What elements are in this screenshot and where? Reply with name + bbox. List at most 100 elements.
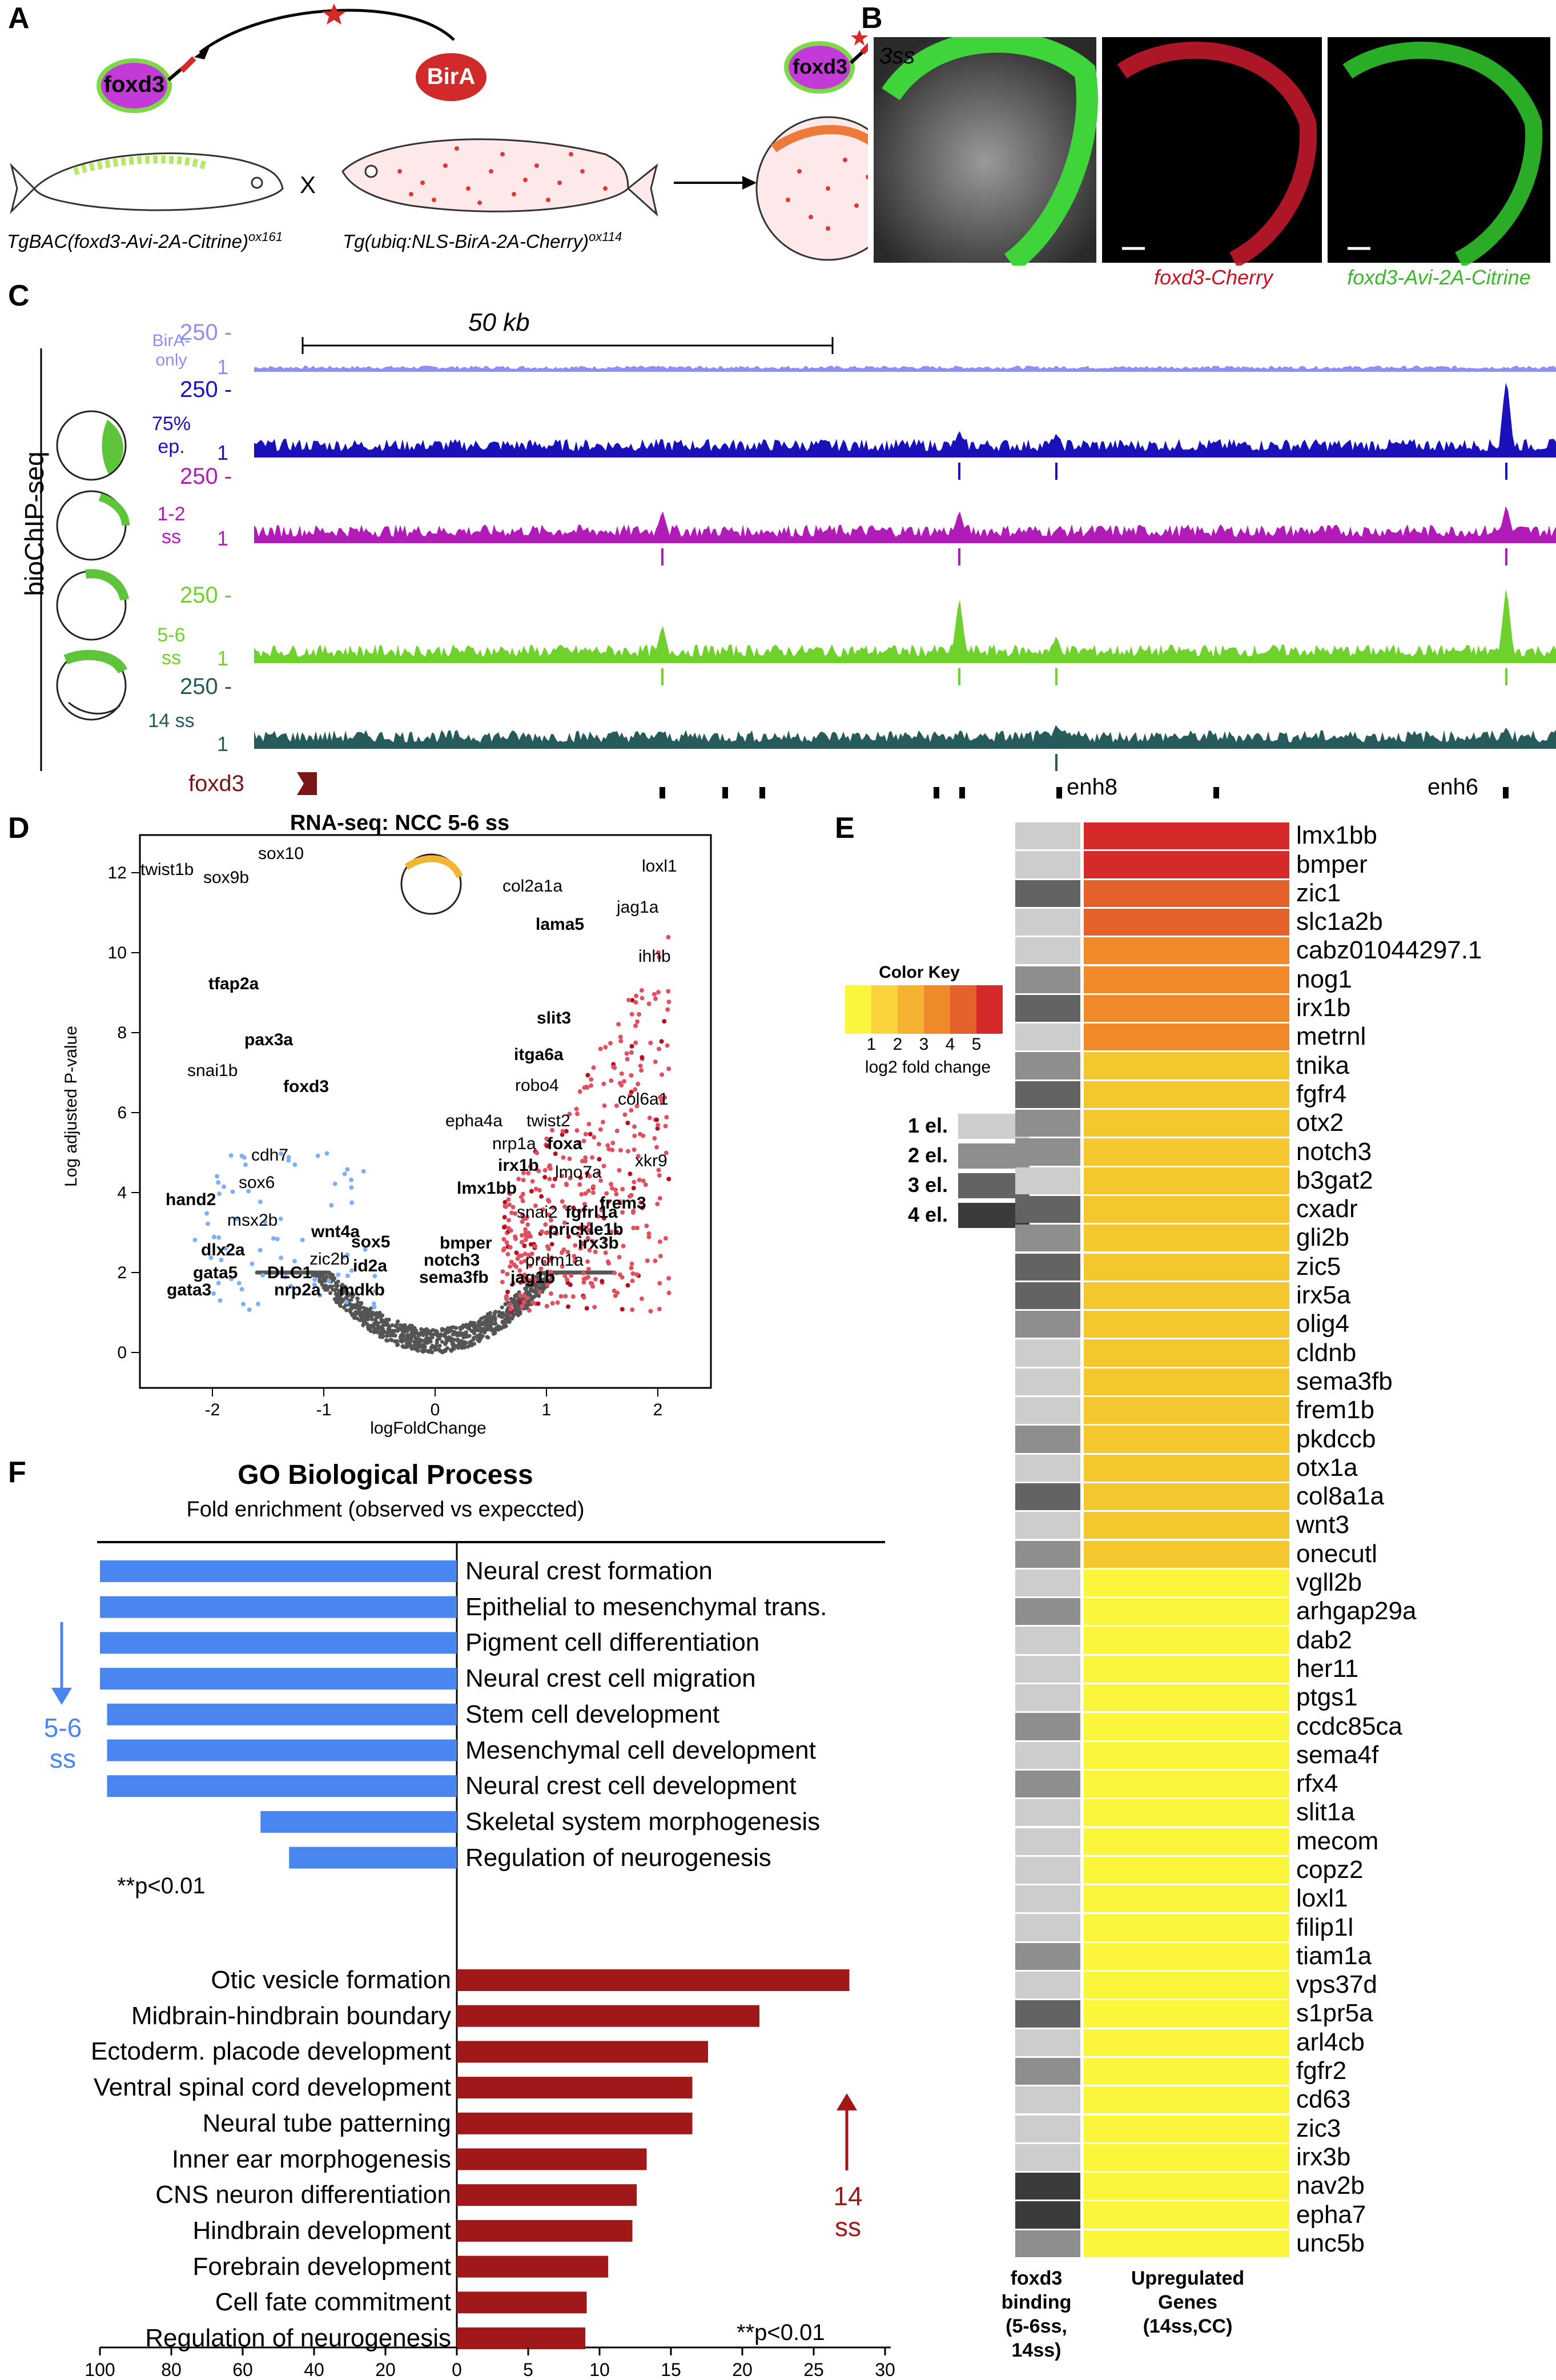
up-gene-point	[520, 1191, 525, 1197]
up-gene-point	[660, 1097, 665, 1102]
up-gene-point	[640, 996, 645, 1001]
up-gene-point	[533, 1243, 538, 1249]
up-gene-point	[634, 1103, 640, 1109]
up-gene-point	[639, 988, 644, 993]
up-gene-point	[542, 1259, 547, 1265]
gene-point	[324, 1274, 329, 1279]
gene-point	[357, 1309, 361, 1313]
up-gene-point	[568, 1282, 573, 1287]
down-gene-point	[258, 1199, 263, 1205]
up-gene-label: robo4	[515, 1076, 559, 1095]
up-gene-point	[589, 1083, 594, 1088]
up-gene-point	[586, 1266, 591, 1271]
up-gene-point	[617, 1272, 622, 1277]
stage-label: 3ss	[879, 43, 915, 69]
down-gene-point	[286, 1155, 291, 1160]
gene-point	[440, 1328, 444, 1333]
gene-point	[480, 1334, 485, 1338]
up-gene-point	[590, 1190, 596, 1195]
heatmap-gene-label: irx3b	[1296, 2142, 1351, 2171]
gene-point	[562, 1270, 567, 1275]
gene-point	[409, 1331, 414, 1336]
gene-point	[257, 1270, 262, 1275]
up-gene-point	[545, 1230, 550, 1235]
gene-point	[319, 1273, 323, 1277]
element-legend-label: 1 el.	[907, 1114, 948, 1137]
up-gene-point	[507, 1191, 512, 1197]
up-gene-point	[632, 1124, 637, 1129]
up-gene-point	[567, 1111, 572, 1117]
fold-cell	[1084, 1339, 1289, 1367]
binding-cell	[1015, 1856, 1080, 1884]
y-tick-label: 0	[117, 1343, 127, 1362]
up-gene-point	[550, 1127, 555, 1133]
up-gene-point	[501, 1247, 506, 1253]
gene-point	[361, 1318, 366, 1322]
go-left-tick-label: 0	[452, 2359, 462, 2380]
up-gene-point	[622, 1112, 628, 1117]
up-gene-point	[521, 1170, 526, 1175]
heatmap-gene-label: her11	[1296, 1654, 1359, 1683]
fold-cell	[1084, 1799, 1289, 1827]
binding-cell	[1015, 1282, 1080, 1310]
cross-symbol: X	[300, 171, 316, 198]
heatmap-gene-label: arhgap29a	[1296, 1597, 1417, 1626]
go-up-term: CNS neuron differentiation	[155, 2181, 451, 2209]
gene-point	[472, 1325, 476, 1329]
up-gene-point	[530, 1300, 535, 1305]
element-marker	[660, 787, 665, 798]
up-gene-point	[637, 1012, 642, 1017]
up-gene-point	[501, 1225, 506, 1230]
binding-cell	[1015, 1828, 1080, 1855]
down-gene-point	[373, 1289, 378, 1294]
line2-name: Tg(ubiq:NLS-BirA-2A-Cherry)	[343, 231, 589, 252]
gene-point	[462, 1340, 467, 1344]
down-gene-point	[223, 1246, 228, 1251]
go-down-bar	[107, 1775, 457, 1797]
up-gene-point	[559, 1250, 564, 1255]
fold-cell	[1084, 2000, 1289, 2028]
down-gene-label: sox10	[258, 844, 304, 863]
up-gene-point	[656, 1122, 661, 1127]
down-gene-point	[363, 1247, 368, 1252]
color-key-label: log2 fold change	[865, 1058, 991, 1077]
heatmap-gene-label: ccdc85ca	[1296, 1712, 1402, 1740]
go-down-bar	[289, 1847, 457, 1869]
up-gene-point	[562, 1273, 568, 1278]
gene-point	[399, 1327, 403, 1331]
y-tick-label: 10	[108, 944, 127, 962]
up-gene-point	[585, 1073, 590, 1078]
heatmap-gene-label: zic1	[1296, 878, 1341, 907]
go-up-bar	[457, 2184, 637, 2206]
gene-point	[336, 1292, 340, 1297]
panel-d-label: D	[8, 812, 30, 845]
up-gene-point	[648, 1041, 653, 1046]
up-gene-point	[566, 1304, 571, 1309]
up-gene-point	[563, 1294, 568, 1299]
up-gene-point	[528, 1234, 533, 1239]
up-gene-point	[533, 1186, 538, 1191]
y-tick-label: 12	[108, 864, 127, 882]
up-gene-point	[526, 1171, 531, 1176]
gene-point	[357, 1304, 361, 1309]
up-gene-point	[538, 1266, 544, 1271]
down-gene-point	[288, 1283, 293, 1289]
up-gene-point	[592, 1305, 597, 1310]
up-gene-point	[614, 1191, 619, 1197]
down-gene-label: sox5	[351, 1233, 391, 1251]
binding-cell	[1015, 1110, 1080, 1137]
gene-point	[333, 1288, 337, 1293]
go-down-bar	[107, 1739, 457, 1761]
gene-point	[418, 1343, 423, 1347]
up-gene-point	[600, 1199, 605, 1204]
up-gene-point	[562, 1220, 567, 1225]
gene-point	[349, 1307, 353, 1311]
down-gene-point	[342, 1171, 347, 1177]
down-gene-point	[312, 1277, 317, 1282]
up-gene-point	[638, 1200, 643, 1205]
down-gene-point	[234, 1216, 239, 1221]
up-gene-point	[561, 1155, 566, 1160]
gene-point	[416, 1339, 420, 1343]
fold-cell	[1084, 851, 1289, 878]
up-gene-point	[614, 1103, 619, 1108]
